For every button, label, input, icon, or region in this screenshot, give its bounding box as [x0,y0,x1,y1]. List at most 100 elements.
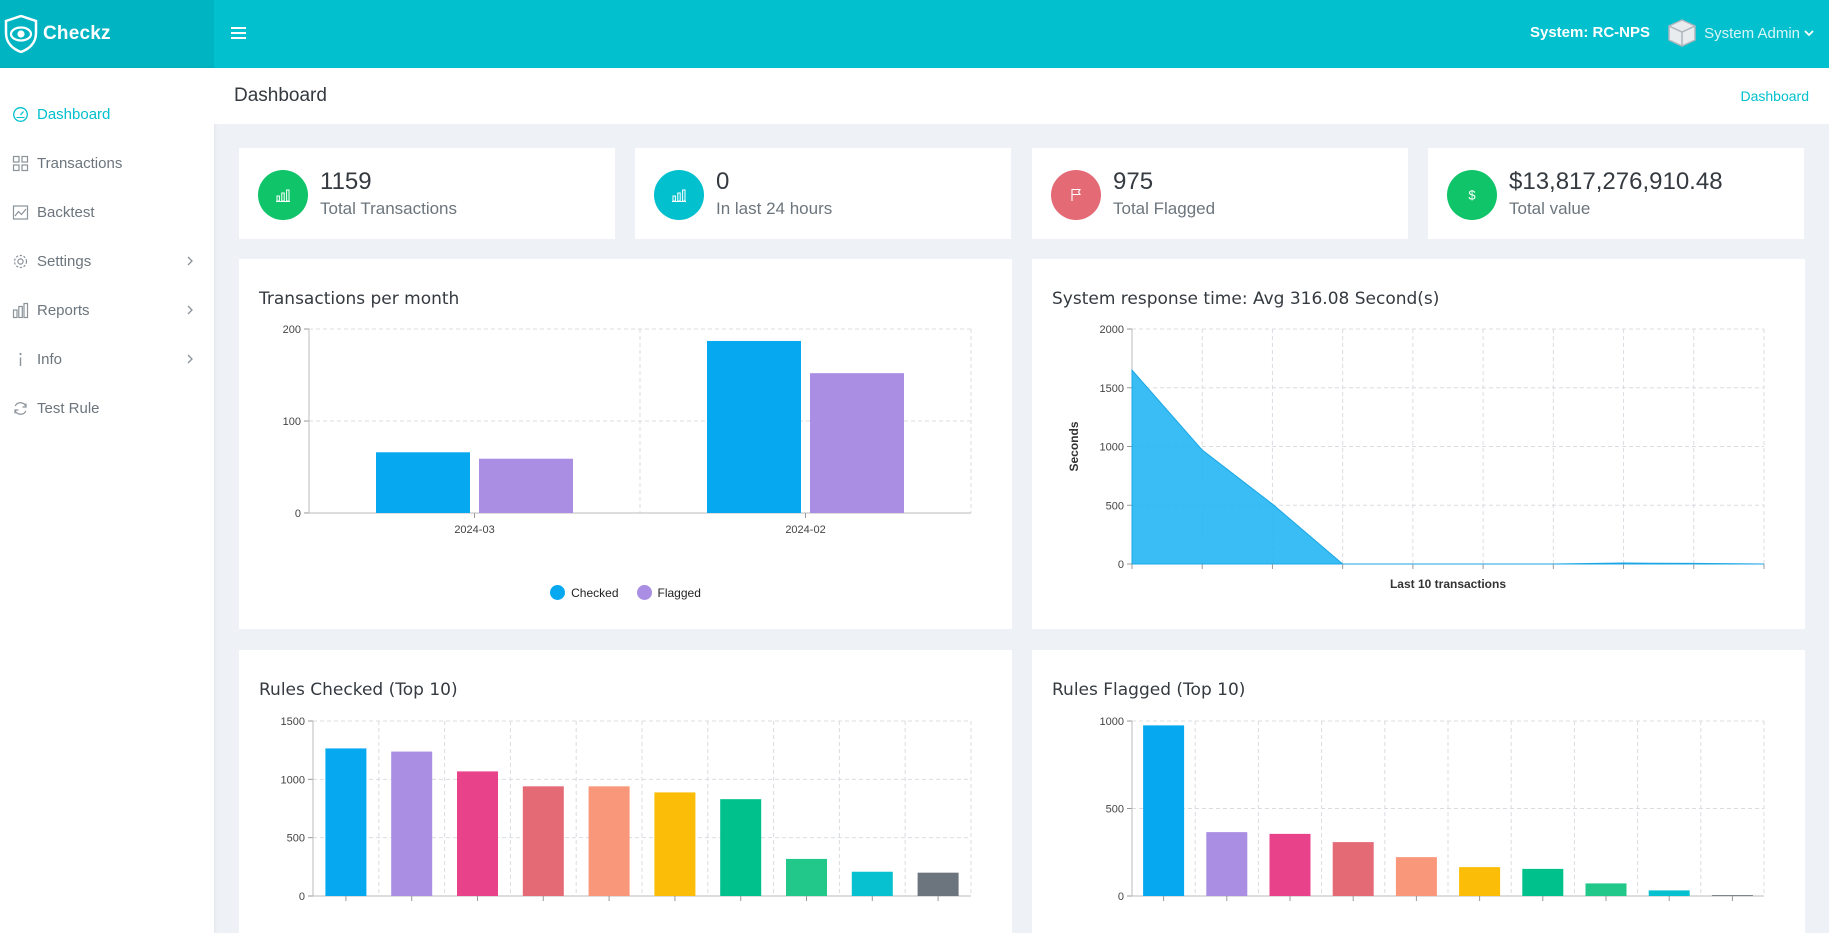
rule-bar [391,751,433,896]
y-tick-label: 200 [283,324,301,336]
y-tick-label: 0 [295,508,301,520]
bar-flagged [479,458,573,513]
chart-title: Transactions per month [259,289,460,309]
chevron-right-icon [187,354,193,364]
rule-bar [1206,832,1248,896]
sidebar-item-transactions[interactable]: Transactions [0,139,214,188]
page-header: Dashboard Dashboard [214,68,1829,124]
svg-text:$: $ [1468,188,1476,203]
legend-item-flagged[interactable]: Flagged [636,585,701,600]
sidebar: Dashboard Transactions Backtest Settings [0,68,214,933]
legend-swatch [636,585,652,600]
chart-card-rules-checked: Rules Checked (Top 10) 0 500 1000 1500 [239,650,1012,933]
page-title: Dashboard [234,85,327,106]
transactions-per-month-chart: 0 100 200 2024-03 2024-02 [283,324,972,536]
bar-flagged [810,373,904,513]
app-name: Checkz [43,23,111,44]
rule-bar [1459,867,1501,896]
image-chart-icon [12,205,29,220]
stat-label: Total Transactions [320,199,458,218]
rule-bar [1522,868,1564,896]
y-tick-label: 500 [287,833,305,845]
chart-title: System response time: Avg 316.08 Second(… [1052,289,1440,309]
chart-title: Rules Flagged (Top 10) [1052,680,1246,700]
brand[interactable]: Checkz [0,0,214,68]
chart-card-transactions-per-month: Transactions per month 0 100 200 2024-03 202… [239,259,1012,629]
x-axis-label: Last 10 transactions [1390,577,1506,591]
y-tick-label: 1500 [281,716,305,728]
legend-label: Checked [571,585,619,600]
sidebar-item-label: Info [37,351,63,368]
rule-bar [1585,883,1627,896]
bar-chart-icon [276,189,290,202]
bar-checked [376,452,470,513]
sidebar-item-label: Test Rule [37,400,100,417]
rule-bar [1395,857,1437,896]
rule-bar [325,748,367,896]
chart-legend: Checked Flagged [239,585,1012,600]
info-icon [19,352,22,366]
chevron-right-icon [187,305,193,315]
y-tick-label: 1000 [1100,442,1124,454]
stat-label: In last 24 hours [716,199,833,218]
sidebar-item-backtest[interactable]: Backtest [0,188,214,237]
legend-swatch [550,585,566,600]
chart-card-rules-flagged: Rules Flagged (Top 10) 0 500 1000 [1032,650,1805,933]
stat-card-total-transactions: 1159 Total Transactions [239,148,615,239]
menu-toggle-icon[interactable] [228,22,250,44]
sidebar-item-label: Reports [37,302,90,319]
y-tick-label: 1500 [1100,383,1124,395]
stat-label: Total value [1509,199,1591,218]
stat-value: 1159 [320,168,372,195]
y-axis-label: Seconds [1067,421,1081,471]
stat-card-total-value: $ $13,817,276,910.48 Total value [1428,148,1804,239]
x-tick-label: 2024-03 [454,524,494,536]
sidebar-item-reports[interactable]: Reports [0,286,214,335]
bar-chart-icon [12,302,29,319]
rule-bar [1332,842,1374,896]
stat-card-total-flagged: 975 Total Flagged [1032,148,1408,239]
stat-label: Total Flagged [1113,199,1216,218]
stat-value: 975 [1113,168,1154,195]
y-tick-label: 1000 [281,774,305,786]
rule-bar [1143,725,1185,896]
rule-bar [588,786,630,896]
y-tick-label: 0 [299,891,305,903]
y-tick-label: 100 [283,416,301,428]
sidebar-item-label: Backtest [37,204,95,221]
rule-bar [720,799,762,896]
y-tick-label: 0 [1118,559,1124,571]
sidebar-item-test-rule[interactable]: Test Rule [0,384,214,433]
legend-item-checked[interactable]: Checked [550,585,619,600]
sidebar-item-settings[interactable]: Settings [0,237,214,286]
rule-bar [1269,833,1311,896]
area-series [1131,368,1765,565]
y-tick-label: 500 [1106,500,1124,512]
gear-icon [13,254,28,269]
breadcrumb[interactable]: Dashboard [1740,88,1810,104]
rule-bar [654,792,696,896]
sidebar-item-dashboard[interactable]: Dashboard [0,90,214,139]
stat-icon-badge [258,170,308,220]
rule-bar [457,771,498,896]
sidebar-item-info[interactable]: Info [0,335,214,384]
flag-icon [1071,188,1081,201]
chart-card-system-response-time: System response time: Avg 316.08 Second(… [1032,259,1805,629]
gauge-icon [13,107,28,122]
user-name: System Admin [1704,24,1800,42]
rules-flagged-chart: 0 500 1000 [1100,716,1765,903]
dollar-icon: $ [1468,188,1476,203]
x-tick-label: 2024-02 [785,524,825,536]
system-label: System: RC-NPS [1529,24,1650,41]
rules-checked-chart: 0 500 1000 1500 [281,716,972,903]
y-tick-label: 2000 [1100,324,1124,336]
stat-icon-badge [1051,170,1101,220]
rule-bar [1648,890,1690,896]
legend-label: Flagged [657,585,701,600]
rule-bar [522,786,564,896]
y-tick-label: 0 [1118,891,1124,903]
stat-card-last-24-hours: 0 In last 24 hours [635,148,1011,239]
user-menu[interactable]: System Admin [1666,17,1815,49]
chevron-right-icon [187,256,193,266]
chart-title: Rules Checked (Top 10) [259,680,458,700]
